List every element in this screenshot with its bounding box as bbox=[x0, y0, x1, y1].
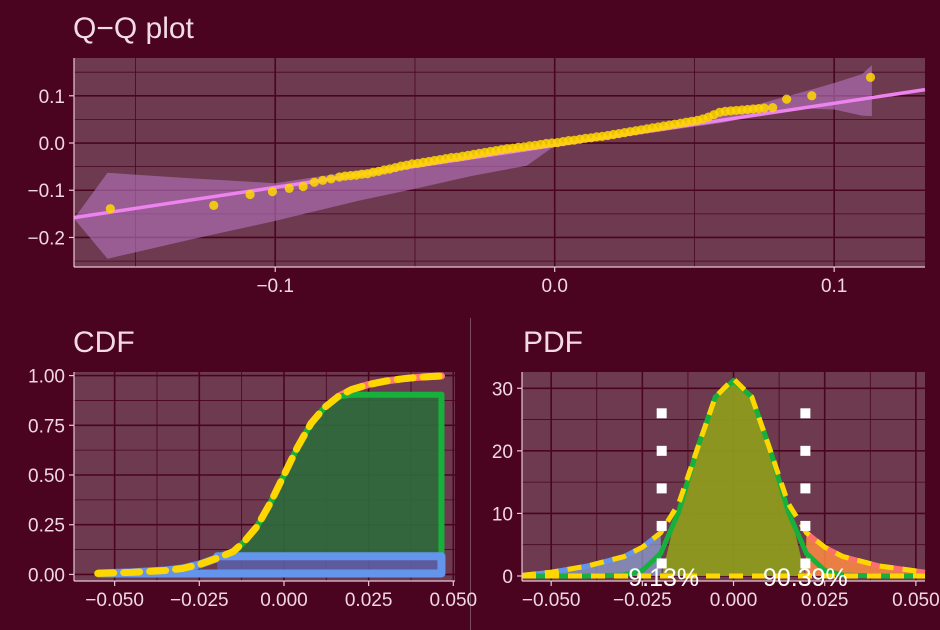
cdf-marks bbox=[94, 372, 446, 578]
x-tick-label: 0.050 bbox=[430, 590, 478, 611]
x-tick-label: 0.000 bbox=[710, 590, 758, 611]
x-tick-label: 0.025 bbox=[345, 590, 393, 611]
upper-quantile-marker bbox=[800, 520, 811, 531]
cdf-interval-area bbox=[217, 394, 442, 557]
pdf-lower-tail-area bbox=[522, 532, 662, 576]
pdf-density-curve bbox=[521, 375, 926, 578]
y-tick-label: 0 bbox=[502, 567, 513, 588]
lower-quantile-marker bbox=[656, 520, 667, 531]
x-tick-label: 0.000 bbox=[260, 590, 308, 611]
y-tick-label: 20 bbox=[492, 442, 513, 463]
qq-points bbox=[105, 72, 876, 214]
upper-percentage-label: 90.39% bbox=[763, 564, 848, 592]
upper-quantile-marker bbox=[800, 445, 811, 456]
qq-point bbox=[768, 102, 778, 113]
qq-title: Q−Q plot bbox=[73, 12, 195, 45]
y-tick-label: −0.2 bbox=[27, 228, 65, 249]
qq-point bbox=[309, 177, 319, 187]
pdf-panel: PDF −0.050 −0.025 0.000 0.025 0.050 0 10 20 30 9… bbox=[492, 326, 940, 611]
qq-gridlines bbox=[74, 58, 925, 267]
x-tick-label: −0.025 bbox=[170, 590, 229, 611]
qq-point bbox=[318, 175, 328, 185]
y-tick-label: 0.0 bbox=[39, 134, 65, 155]
x-tick-label: 0.1 bbox=[821, 276, 847, 297]
pdf-interval-area bbox=[661, 378, 806, 576]
cdf-axes: −0.050 −0.025 0.000 0.025 0.050 0.00 0.25 0.50 0… bbox=[28, 367, 477, 611]
x-tick-label: −0.050 bbox=[522, 590, 581, 611]
x-tick-label: 0.025 bbox=[801, 590, 849, 611]
qq-point bbox=[782, 94, 792, 104]
pdf-title: PDF bbox=[523, 326, 583, 359]
qq-point bbox=[209, 200, 219, 210]
lower-percentage-label: 9.13% bbox=[628, 564, 699, 592]
lower-quantile-marker bbox=[656, 408, 667, 419]
upper-quantile-marker bbox=[800, 408, 811, 419]
x-tick-label: −0.1 bbox=[256, 276, 294, 297]
qq-axes: −0.1 0.0 0.1 −0.2 −0.1 0.0 0.1 bbox=[27, 58, 925, 297]
upper-quantile-marker bbox=[800, 483, 811, 494]
y-tick-label: 0.00 bbox=[28, 565, 65, 586]
y-tick-label: 0.75 bbox=[28, 416, 65, 437]
lower-quantile-marker bbox=[656, 558, 667, 569]
qq-point bbox=[807, 91, 817, 101]
lower-quantile-marker bbox=[656, 483, 667, 494]
qq-point bbox=[105, 204, 115, 214]
cdf-title: CDF bbox=[73, 326, 135, 359]
upper-quantile-marker bbox=[800, 558, 811, 569]
y-tick-label: 0.50 bbox=[28, 466, 65, 487]
x-tick-label: −0.025 bbox=[613, 590, 672, 611]
x-tick-label: 0.050 bbox=[892, 590, 940, 611]
cdf-curve bbox=[94, 372, 445, 577]
qq-point bbox=[759, 103, 769, 113]
qq-confidence-band bbox=[74, 65, 872, 259]
qq-point bbox=[326, 174, 336, 184]
qq-point bbox=[865, 72, 876, 82]
pdf-axes: −0.050 −0.025 0.000 0.025 0.050 0 10 20 30 bbox=[492, 372, 940, 611]
pdf-marks bbox=[521, 375, 926, 579]
qq-point bbox=[298, 181, 308, 192]
x-tick-label: −0.050 bbox=[85, 590, 144, 611]
cdf-panel: CDF −0.050 −0.025 0.000 0.025 0.050 0.00 0.25 0… bbox=[28, 326, 477, 611]
lower-quantile-marker bbox=[656, 445, 667, 456]
pdf-upper-tail-area bbox=[805, 532, 925, 576]
y-tick-label: 30 bbox=[492, 379, 513, 400]
qq-point bbox=[245, 189, 255, 200]
y-tick-label: −0.1 bbox=[27, 181, 65, 202]
qq-point bbox=[267, 187, 278, 197]
y-tick-label: 1.00 bbox=[28, 367, 65, 388]
qq-point bbox=[284, 183, 294, 193]
x-tick-label: 0.0 bbox=[541, 276, 567, 297]
qq-panel: Q−Q plot −0.1 0.0 0.1 −0.2 −0.1 0.0 0.1 bbox=[27, 12, 926, 297]
y-tick-label: 10 bbox=[492, 504, 513, 525]
y-tick-label: 0.25 bbox=[28, 516, 65, 537]
y-tick-label: 0.1 bbox=[39, 87, 65, 108]
